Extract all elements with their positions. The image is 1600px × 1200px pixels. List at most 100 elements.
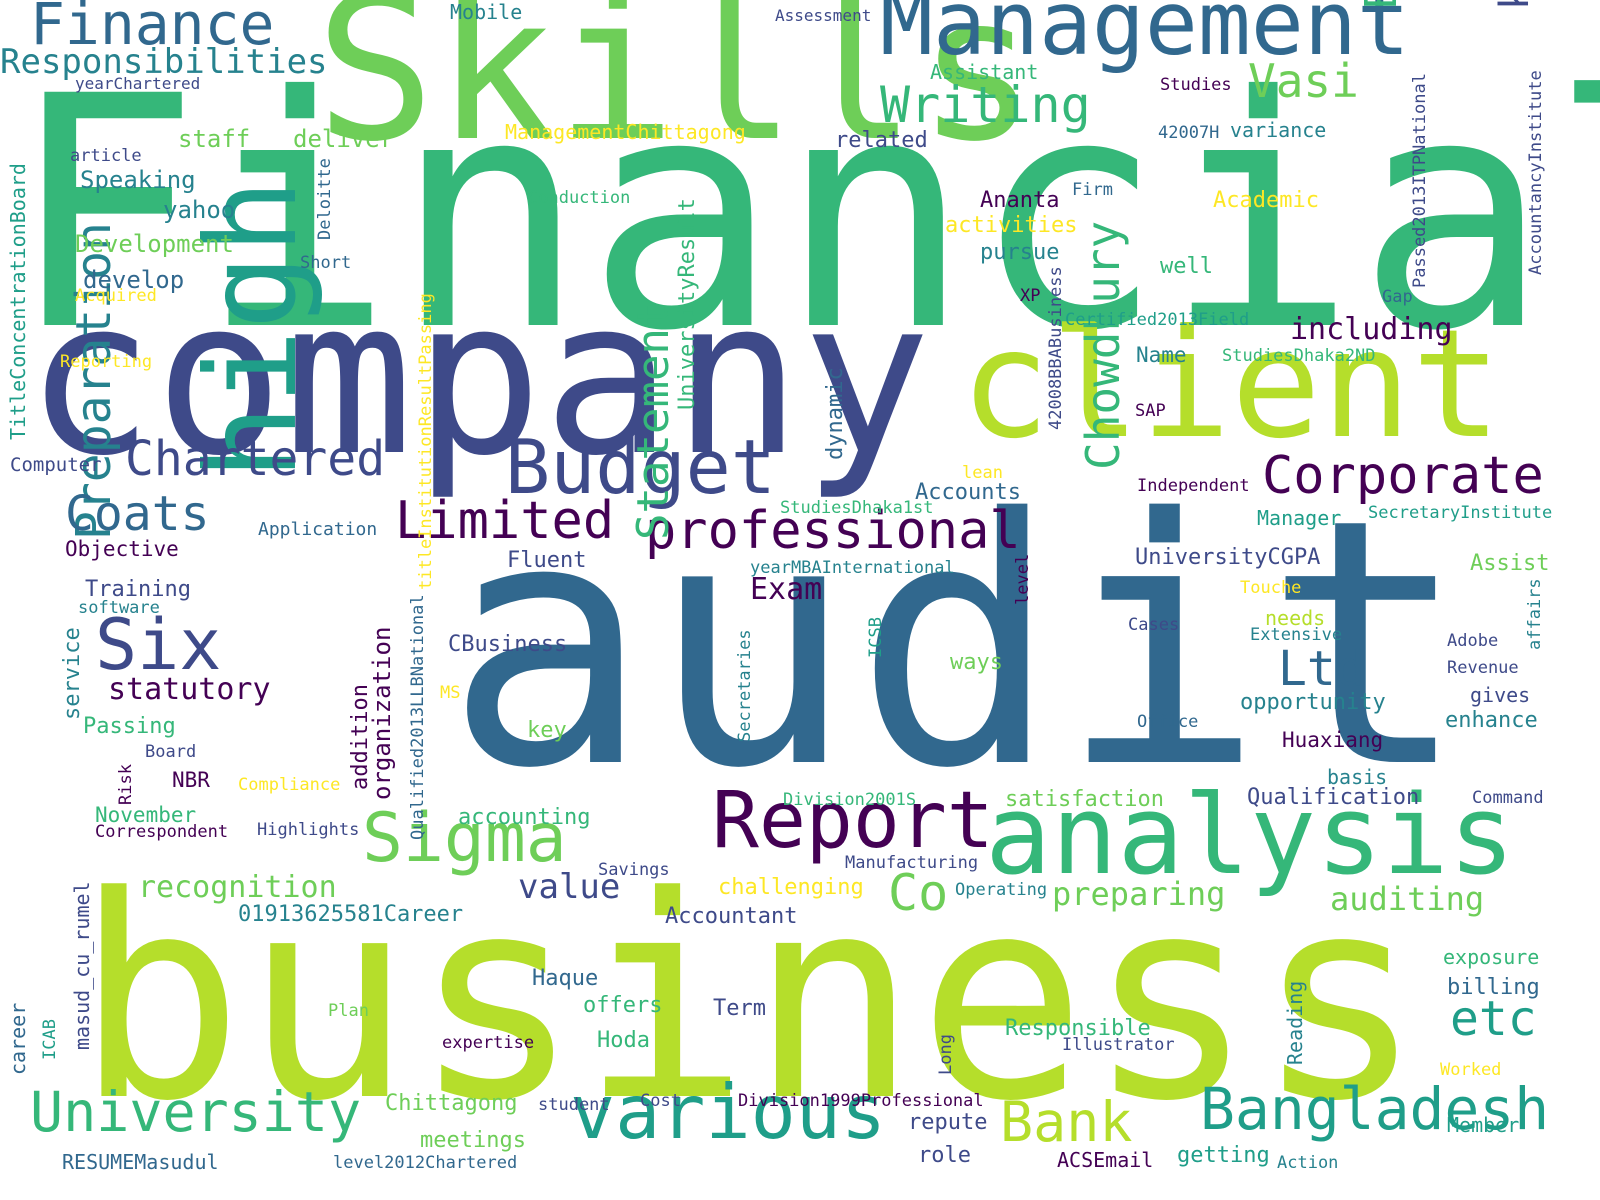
- word: StudiesDhaka1st: [780, 498, 934, 518]
- word: satisfaction: [1005, 787, 1164, 812]
- word: Ananta: [980, 188, 1060, 213]
- word: Adobe: [1447, 631, 1499, 651]
- word: Limited: [395, 491, 615, 551]
- word: Secretaries: [735, 629, 755, 742]
- word: Computer: [10, 454, 102, 476]
- word: Touche: [1240, 578, 1302, 598]
- word: Responsible: [1005, 1016, 1151, 1041]
- word: affairs: [1525, 578, 1545, 650]
- word: NBR: [172, 768, 210, 792]
- word: Executive: [1356, 0, 1407, 10]
- word: value: [518, 867, 621, 907]
- word: Operating: [955, 880, 1048, 900]
- word: Assistant: [930, 60, 1039, 84]
- word: Bank: [1000, 1090, 1133, 1154]
- word: Qualification: [1247, 785, 1420, 810]
- word: Development: [75, 230, 234, 258]
- word: Chowdhury: [1076, 220, 1130, 470]
- word: key: [527, 718, 567, 743]
- word: Finance: [30, 0, 275, 58]
- word: Division2001S: [783, 790, 917, 810]
- word: Financial: [8, 29, 1600, 401]
- word: Speaking: [80, 166, 196, 194]
- word: deliver: [293, 125, 395, 153]
- word: client: [960, 298, 1502, 472]
- word: UniversityCGPA: [1135, 545, 1321, 570]
- word: knowledge: [1492, 0, 1538, 10]
- word: UniversityResult: [675, 198, 700, 410]
- word: Bangladesh: [1200, 1075, 1550, 1143]
- word: Reporting: [60, 352, 153, 372]
- word: Corporate: [1262, 446, 1544, 506]
- word: variance: [1230, 118, 1327, 142]
- word: titleInstitutionResultPassing: [416, 293, 436, 590]
- word: Action: [1277, 1153, 1339, 1173]
- word: 01913625581Career: [238, 902, 464, 927]
- word: Report: [712, 776, 994, 866]
- word: activities: [945, 213, 1078, 238]
- word: business: [75, 837, 1424, 1163]
- word: Huaxiang: [1282, 728, 1384, 752]
- word: Fluent: [507, 548, 587, 573]
- word: Skills: [315, 0, 1038, 186]
- word: Manufacturing: [845, 853, 979, 873]
- word: November: [95, 803, 197, 827]
- word: ICAB: [40, 1019, 60, 1060]
- word: Coats: [65, 486, 210, 542]
- word: Qualified2013LLBNational: [408, 594, 428, 840]
- word: MS: [440, 683, 461, 703]
- word: Accountant: [665, 904, 798, 929]
- word: student: [538, 1095, 610, 1115]
- word: Sigma: [362, 799, 567, 878]
- word: Board: [145, 742, 197, 762]
- word: CBusiness: [448, 632, 568, 657]
- word: Accounts: [915, 480, 1021, 505]
- word: Application: [258, 519, 378, 540]
- word: Compliance: [238, 775, 341, 795]
- word: Exam: [750, 572, 823, 607]
- word: Conduction: [528, 188, 631, 208]
- word: staff: [178, 125, 251, 153]
- word: Deloitte: [315, 158, 335, 240]
- word: organization: [368, 626, 396, 800]
- word: basis: [1327, 765, 1388, 789]
- word: exposure: [1443, 945, 1540, 969]
- word: Term: [713, 996, 766, 1021]
- word: Manager: [1257, 506, 1342, 530]
- word: Savings: [598, 860, 670, 880]
- word: Member: [1447, 1113, 1520, 1137]
- word: Cost: [640, 1091, 681, 1111]
- word: 42007H: [1158, 123, 1220, 143]
- word: company: [25, 252, 932, 503]
- word: article: [70, 146, 142, 166]
- word: ICSB: [866, 617, 886, 658]
- word: Statement: [628, 301, 679, 540]
- word: role: [918, 1143, 971, 1168]
- word: lean: [962, 463, 1003, 483]
- word: getting: [1177, 1143, 1270, 1168]
- word: ACSEmail: [1057, 1148, 1154, 1172]
- word: Six: [95, 604, 222, 686]
- word: Haque: [532, 966, 599, 991]
- word: Academic: [1213, 188, 1319, 213]
- word: Independent: [1137, 476, 1250, 496]
- word: Passing: [83, 714, 176, 739]
- word: Chartered: [125, 431, 386, 487]
- word: Training: [85, 577, 191, 602]
- word: Mobile: [450, 0, 523, 24]
- word: addition: [348, 684, 373, 790]
- word: RESUMEMasudul: [62, 1150, 219, 1174]
- word: repute: [908, 1110, 988, 1135]
- word: meetings: [420, 1128, 526, 1153]
- word: University: [30, 1080, 362, 1144]
- word: audit: [445, 447, 1469, 843]
- word: SAP: [1135, 401, 1166, 421]
- word: Correspondent: [95, 822, 229, 842]
- word: statutory: [108, 672, 271, 707]
- word: expertise: [442, 1033, 535, 1053]
- word: Passed2013ITPNational: [1410, 73, 1430, 288]
- word: Division1999Professional: [738, 1091, 984, 1111]
- word: well: [1160, 254, 1213, 279]
- word: opportunity: [1240, 690, 1386, 715]
- word: career: [6, 1002, 30, 1075]
